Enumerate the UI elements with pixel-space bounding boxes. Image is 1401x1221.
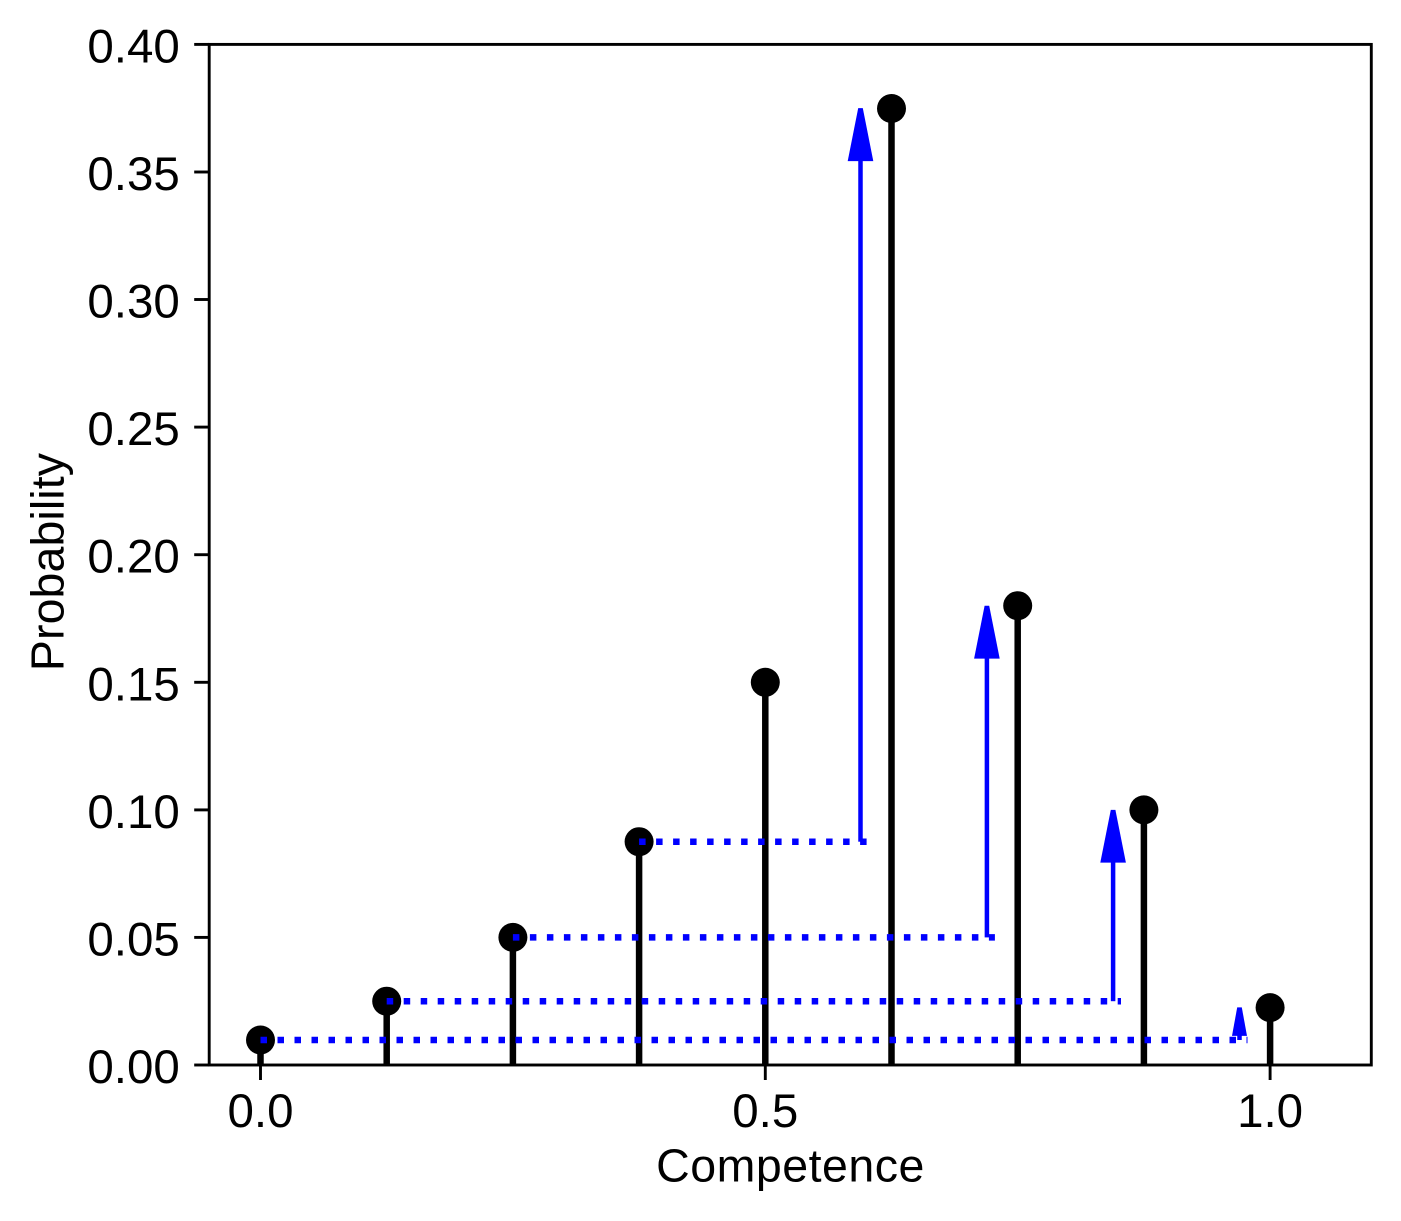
svg-text:1.0: 1.0 [1237, 1085, 1303, 1138]
svg-text:0.0: 0.0 [227, 1085, 293, 1138]
svg-text:0.15: 0.15 [87, 658, 179, 711]
svg-text:0.30: 0.30 [87, 276, 179, 329]
svg-text:Probability: Probability [22, 452, 74, 671]
svg-text:0.35: 0.35 [87, 148, 179, 201]
svg-text:0.40: 0.40 [87, 20, 179, 73]
svg-text:0.20: 0.20 [87, 531, 179, 584]
svg-text:0.05: 0.05 [87, 913, 179, 966]
svg-text:0.25: 0.25 [87, 403, 179, 456]
svg-text:0.00: 0.00 [87, 1041, 179, 1094]
svg-text:0.5: 0.5 [732, 1085, 798, 1138]
svg-text:Competence: Competence [656, 1139, 925, 1191]
svg-text:0.10: 0.10 [87, 786, 179, 839]
